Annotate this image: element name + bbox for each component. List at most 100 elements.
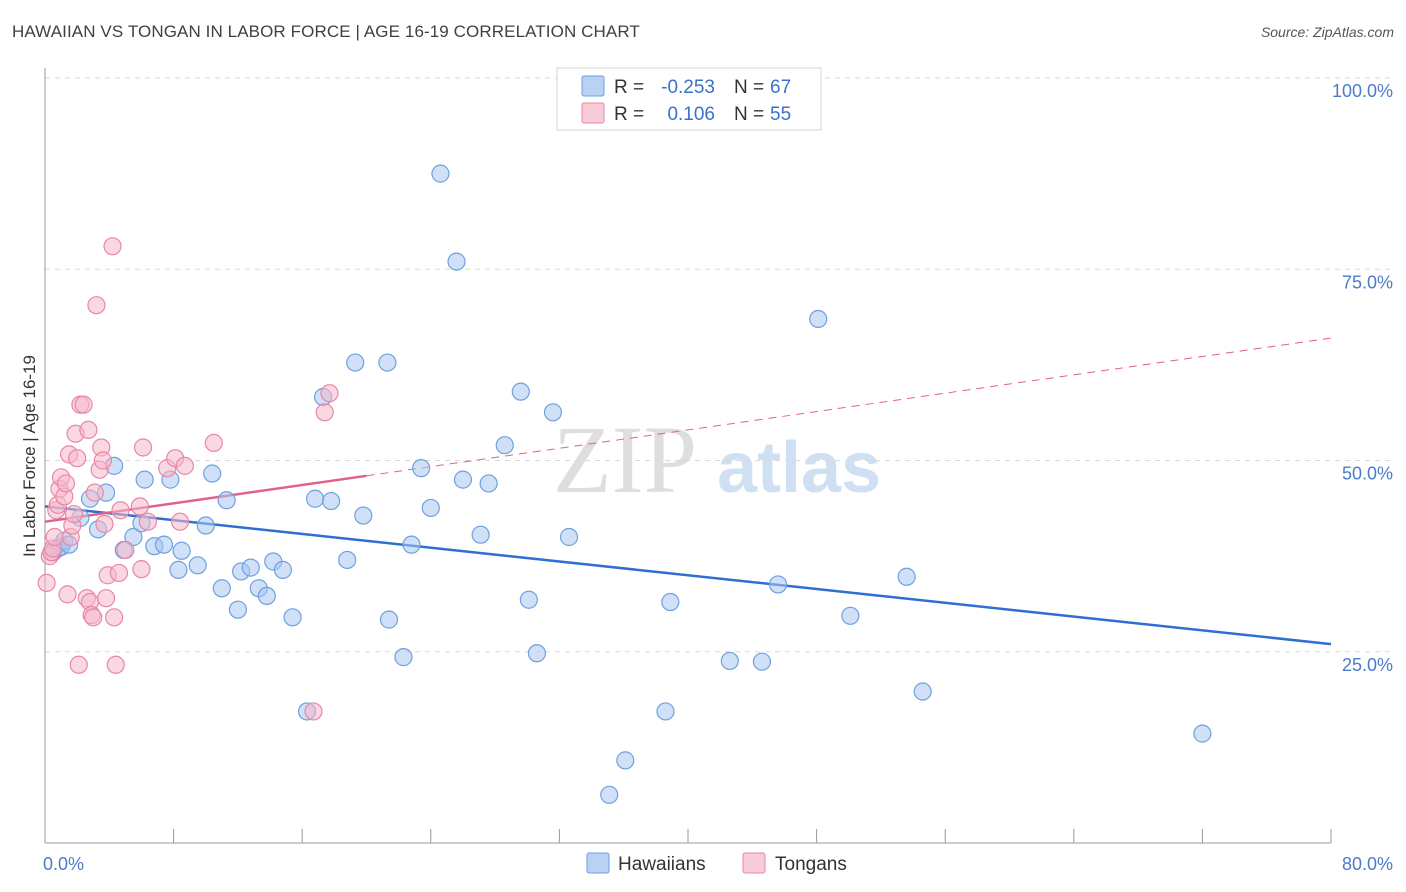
hawaiian-point [379,610,399,629]
tongan-point [68,449,87,468]
hawaiian-point [169,560,188,579]
legend-n-label-1: N = [734,77,764,98]
hawaiian-point [479,474,498,493]
hawaiian-point [322,491,341,511]
hawaiian-point [616,751,635,770]
tongan-point [320,384,339,403]
tongan-point [69,655,88,674]
legend-bottom-label-tongans: Tongans [775,854,847,875]
tongan-point [204,433,223,453]
hawaiian-point [752,652,772,671]
data-points [37,164,1212,804]
hawaiian-point [511,382,530,401]
trend-lines [44,337,1332,646]
hawaiian-point [283,608,302,627]
hawaiian-point [124,527,143,547]
tongan-point [132,560,151,579]
tongan-point [304,702,323,721]
hawaiian-point [661,592,680,612]
tongan-trend-line [44,474,367,523]
legend-r-label-1: R = [614,77,644,98]
watermark-zip: ZIP [553,406,697,513]
tongan-point [109,563,129,583]
watermark: ZIP atlas [553,406,881,513]
hawaiian-point [897,567,916,586]
legend-bottom-swatch-tongans [742,852,766,874]
tongan-point [175,456,194,475]
chart-title: HAWAIIAN VS TONGAN IN LABOR FORCE | AGE … [12,22,640,41]
y-tick-label: 100.0% [1332,81,1393,101]
hawaiian-trend-line [44,505,1332,646]
legend-bottom-swatch-hawaiians [586,852,610,874]
tongan-point [58,585,77,604]
legend-bottom: Hawaiians Tongans [586,852,847,875]
hawaiian-point [394,648,413,667]
tongan-point [116,540,135,560]
tongan-point [37,573,56,593]
legend-swatch-hawaiians [581,75,605,97]
hawaiian-point [196,516,215,535]
hawaiian-point [809,309,828,329]
hawaiian-point [600,785,619,804]
legend-n-value-1: 67 [770,77,791,98]
tongan-point [79,420,98,439]
tongan-point [93,451,112,470]
y-tick-label: 25.0% [1342,655,1393,675]
hawaiian-point [543,403,563,422]
hawaiian-point [346,353,365,372]
hawaiian-point [720,651,739,671]
gridlines [45,77,1392,653]
hawaiian-point [217,491,236,510]
hawaiian-point [1193,724,1212,743]
y-tick-label: 50.0% [1342,464,1393,484]
hawaiian-point [453,470,473,489]
hawaiian-point [421,498,440,518]
hawaiian-point [495,436,514,455]
legend-r-label-2: R = [614,104,644,125]
tongan-point [56,474,75,493]
hawaiian-point [656,702,675,721]
y-axis-title: In Labor Force | Age 16-19 [20,355,39,557]
hawaiian-point [768,575,788,594]
legend-top: R = -0.253 N = 67 R = 0.106 N = 55 [556,67,822,131]
hawaiian-point [431,164,450,183]
tongan-point [95,514,114,534]
legend-n-value-2: 55 [770,104,791,125]
tongan-point [96,589,116,608]
tongan-point [64,504,84,524]
hawaiian-point [257,586,276,606]
legend-n-label-2: N = [734,104,764,125]
tongan-point [315,403,334,422]
hawaiian-point [527,644,546,663]
tongan-point [105,608,124,627]
hawaiian-point [154,535,174,554]
hawaiian-point [412,459,431,478]
tongan-point [170,512,190,531]
tongan-point [130,497,149,516]
hawaiian-point [471,525,490,544]
hawaiian-point [305,489,325,508]
legend-r-value-2: 0.106 [667,104,715,125]
tongan-point [106,655,125,674]
hawaiian-point [172,541,191,560]
hawaiian-point [913,682,932,701]
tongan-point [138,512,157,531]
hawaiian-point [402,535,421,554]
hawaiian-point [378,353,397,372]
hawaiian-point [354,506,373,525]
tongan-point [45,527,64,547]
hawaiian-point [212,579,231,598]
source-note: Source: ZipAtlas.com [1260,24,1394,40]
tongan-point [85,483,104,502]
legend-r-value-1: -0.253 [661,77,715,98]
legend-bottom-label-hawaiians: Hawaiians [618,854,706,875]
tongan-point [133,438,153,457]
watermark-atlas: atlas [717,428,881,508]
x-tick-label: 80.0% [1342,854,1393,874]
hawaiian-point [135,470,154,489]
legend-swatch-tongans [581,102,605,124]
x-tick-label: 0.0% [43,854,84,874]
hawaiian-point [203,464,222,483]
hawaiian-point [338,550,357,570]
